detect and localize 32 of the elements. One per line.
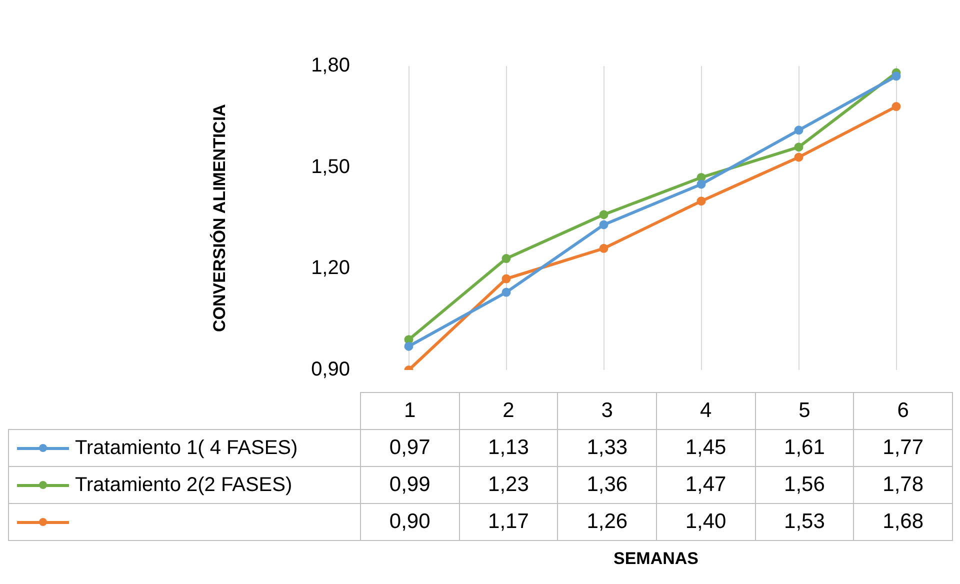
data-label: 1,33 — [558, 430, 656, 466]
y-tick-label: 1,20 — [311, 257, 350, 280]
x-tick-label: 6 — [854, 392, 952, 430]
legend-label: Tratamiento 2(2 FASES) — [8, 466, 360, 504]
x-tick-label: 1 — [360, 392, 460, 430]
data-label: 1,77 — [854, 430, 952, 466]
data-label: 1,13 — [459, 430, 558, 466]
data-label: 1,40 — [656, 504, 756, 540]
data-label: 1,47 — [656, 466, 756, 504]
data-label: 1,68 — [854, 504, 952, 540]
data-label: 1,26 — [558, 504, 656, 540]
data-label: 1,56 — [755, 466, 854, 504]
data-label: 1,17 — [459, 504, 558, 540]
data-label: 0,90 — [360, 504, 460, 540]
data-label: 0,97 — [360, 430, 460, 466]
y-tick-label: 1,50 — [311, 156, 350, 178]
y-tick-label: 1,80 — [311, 54, 350, 77]
y-tick-label: 0,90 — [311, 358, 350, 381]
data-label: 1,53 — [755, 504, 854, 540]
text: SEMANAS — [612, 549, 700, 569]
legend-label: Tratamiento 1( 4 FASES) — [8, 430, 360, 466]
data-label: 1,36 — [558, 466, 656, 504]
y-axis-title: CONVERSIÓN ALIMENTICIA — [208, 104, 229, 332]
data-label: 1,23 — [459, 466, 558, 504]
x-tick-label: 3 — [558, 392, 656, 430]
data-label: 0,99 — [360, 466, 460, 504]
x-tick-label: 2 — [459, 392, 558, 430]
data-label: 1,45 — [656, 430, 756, 466]
data-label: 1,61 — [755, 430, 854, 466]
x-tick-label: 4 — [656, 392, 756, 430]
data-label: 1,78 — [854, 466, 952, 504]
x-tick-label: 5 — [755, 392, 854, 430]
